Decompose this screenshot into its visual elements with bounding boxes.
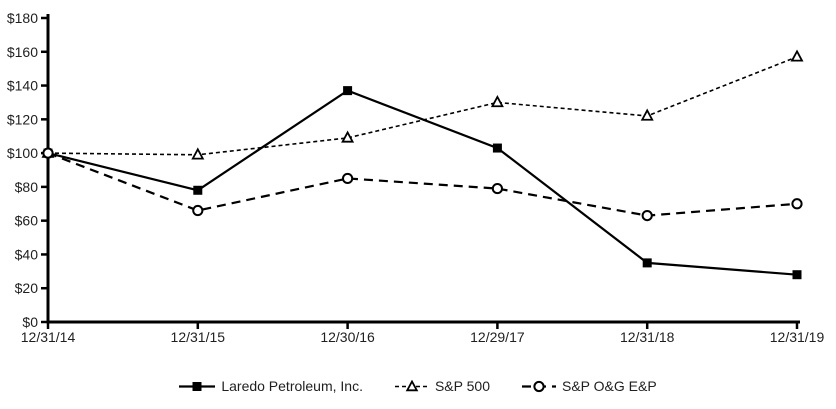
y-tick-label: $100	[7, 145, 38, 161]
y-tick-label: $40	[15, 246, 39, 262]
data-point-triangle-s-p-500	[790, 49, 804, 62]
chart-legend: Laredo Petroleum, Inc. S&P 500 S&P O&G E…	[0, 378, 836, 394]
legend-label-sp500: S&P 500	[434, 378, 490, 394]
y-tick-label: $140	[7, 78, 38, 94]
legend-item-sp500: S&P 500	[394, 378, 490, 394]
data-point-circle-s-p-o-g-e-p	[342, 172, 354, 185]
x-tick-label: 12/31/18	[620, 329, 675, 345]
y-tick-label: $80	[15, 179, 39, 195]
legend-item-laredo-petroleum: Laredo Petroleum, Inc.	[179, 378, 363, 394]
series-line-laredo-petroleum-inc	[47, 89, 798, 276]
dash-line-open-circle-icon	[521, 380, 556, 392]
y-tick-label: $180	[7, 10, 38, 26]
data-point-triangle-s-p-500	[341, 130, 355, 143]
data-point-square-laredo-petroleum-inc	[492, 143, 502, 153]
data-point-circle-s-p-o-g-e-p	[192, 204, 204, 217]
x-tick-label: 12/31/15	[171, 329, 226, 345]
x-tick-label: 12/30/16	[320, 329, 375, 345]
legend-item-sp-og-ep: S&P O&G E&P	[521, 378, 657, 394]
performance-line-chart-plot: $0 $20 $40 $60 $80 $100 $120 $140 $160 $180 12/31/…	[7, 10, 825, 345]
y-tick-label: $20	[15, 280, 39, 296]
data-point-square-laredo-petroleum-inc	[193, 185, 203, 195]
y-tick-label: $160	[7, 44, 38, 60]
data-point-circle-s-p-o-g-e-p	[42, 147, 54, 159]
x-tick-label: 12/29/17	[470, 329, 525, 345]
short-dash-line-open-triangle-icon	[394, 379, 429, 391]
data-point-square-laredo-petroleum-inc	[642, 258, 652, 268]
solid-line-filled-square-icon	[179, 381, 216, 391]
y-tick-label: $0	[22, 314, 38, 330]
x-tick-label: 12/31/14	[21, 329, 76, 345]
data-point-square-laredo-petroleum-inc	[343, 86, 353, 96]
legend-label-laredo-petroleum: Laredo Petroleum, Inc.	[221, 378, 363, 394]
y-tick-label: $120	[7, 111, 38, 127]
data-point-circle-s-p-o-g-e-p	[641, 210, 653, 222]
data-point-triangle-s-p-500	[191, 147, 205, 160]
data-point-triangle-s-p-500	[640, 108, 654, 121]
legend-label-sp-og-ep: S&P O&G E&P	[561, 378, 657, 394]
data-point-circle-s-p-o-g-e-p	[491, 182, 503, 195]
data-point-circle-s-p-o-g-e-p	[791, 198, 803, 210]
x-tick-label: 12/31/19	[770, 329, 825, 345]
y-tick-label: $60	[15, 213, 39, 229]
series-line-s-p-500	[47, 56, 798, 156]
data-point-triangle-s-p-500	[490, 95, 504, 108]
data-point-square-laredo-petroleum-inc	[792, 270, 802, 280]
series-line-s-p-o-g-e-p	[47, 152, 798, 217]
